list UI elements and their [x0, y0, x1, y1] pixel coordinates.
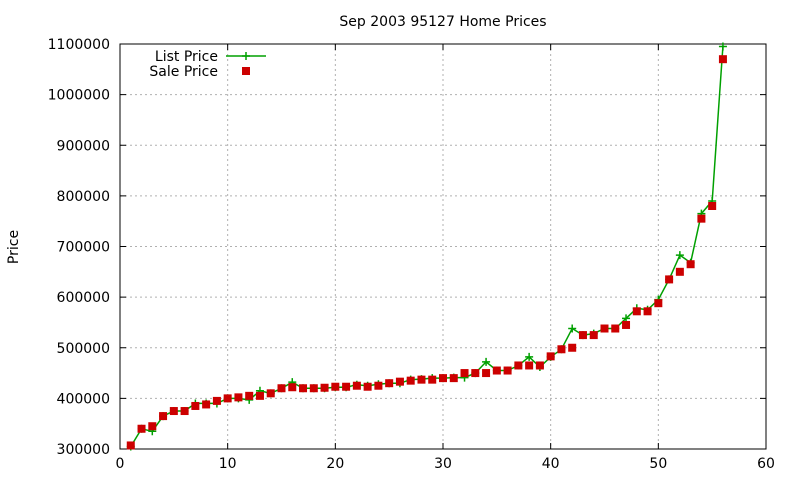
- x-tick-label: 40: [542, 456, 560, 472]
- ticks: 0 10 20 30 40 50 60 300000 400000 500000 600000 700…: [48, 37, 775, 472]
- sale-price-point: [223, 394, 232, 403]
- sale-price-point: [428, 375, 437, 384]
- sale-price-point: [675, 267, 684, 276]
- sale-price-point: [643, 307, 652, 316]
- y-tick-label: 700000: [57, 240, 110, 256]
- sale-price-point: [525, 361, 534, 370]
- y-tick-label: 600000: [57, 290, 110, 306]
- y-tick-label: 900000: [57, 138, 110, 154]
- sale-price-point: [395, 377, 404, 386]
- sale-price-point: [665, 275, 674, 284]
- sale-price-point: [137, 424, 146, 433]
- sale-price-point: [266, 389, 275, 398]
- sale-price-point: [449, 374, 458, 383]
- sale-price-point: [234, 393, 243, 402]
- sale-price-point: [320, 383, 329, 392]
- sale-price-point: [492, 366, 501, 375]
- sale-price-point: [546, 352, 555, 361]
- chart-title: Sep 2003 95127 Home Prices: [339, 14, 546, 30]
- sale-price-point: [352, 381, 361, 390]
- y-tick-label: 400000: [57, 391, 110, 407]
- sale-price-point: [202, 400, 211, 409]
- list-price-point: [675, 251, 684, 260]
- sale-price-point: [309, 384, 318, 393]
- sale-price-point: [331, 382, 340, 391]
- sale-price-point: [169, 407, 178, 416]
- y-tick-label: 300000: [57, 442, 110, 458]
- legend-label-sale-price: Sale Price: [149, 64, 218, 80]
- legend-marker-list-price: [242, 52, 250, 60]
- sale-price-point: [148, 422, 157, 431]
- sale-price-point: [503, 366, 512, 375]
- sale-price-point: [708, 202, 717, 210]
- legend-marker-sale-price: [242, 67, 250, 75]
- sale-price-point: [277, 384, 286, 393]
- sale-price-point: [600, 324, 609, 333]
- sale-price-point: [568, 343, 577, 352]
- sale-price-point: [535, 361, 544, 370]
- sale-price-point: [632, 307, 641, 316]
- list-price-point: [568, 324, 577, 333]
- sale-price-point: [374, 381, 383, 390]
- sale-price-point: [686, 260, 695, 269]
- y-tick-label: 1100000: [48, 37, 110, 53]
- x-tick-label: 0: [116, 456, 125, 472]
- list-price-point: [525, 352, 534, 361]
- y-tick-label: 1000000: [48, 88, 110, 104]
- sale-price-point: [363, 382, 372, 391]
- sale-price-point: [299, 384, 308, 393]
- sale-price-point: [589, 331, 598, 340]
- sale-price-point: [255, 391, 264, 400]
- sale-price-point: [406, 376, 415, 385]
- sale-price-point: [126, 441, 135, 450]
- sale-price-point: [557, 345, 566, 354]
- sale-price-point: [288, 383, 297, 392]
- y-tick-label: 500000: [57, 341, 110, 357]
- sale-price-point: [611, 324, 620, 333]
- sale-price-point: [622, 320, 631, 329]
- sale-price-point: [471, 369, 480, 378]
- sale-price-point: [697, 214, 706, 223]
- sale-price-point: [417, 375, 426, 384]
- list-price-point: [718, 42, 727, 51]
- x-tick-label: 10: [219, 456, 237, 472]
- sale-price-point: [514, 361, 523, 370]
- sale-price-point: [342, 382, 351, 391]
- list-price-point: [482, 357, 491, 366]
- sale-price-point: [439, 374, 447, 383]
- legend: List Price Sale Price: [149, 49, 266, 80]
- sale-price-point: [191, 401, 200, 410]
- sale-price-point: [159, 412, 168, 421]
- sale-price-point: [654, 299, 663, 308]
- grid: [120, 44, 766, 449]
- sale-price-point: [718, 55, 727, 64]
- y-axis-label: Price: [6, 230, 22, 264]
- sale-price-point: [212, 396, 221, 405]
- x-tick-label: 20: [326, 456, 344, 472]
- sale-price-point: [180, 407, 189, 416]
- y-tick-label: 800000: [57, 189, 110, 205]
- x-tick-label: 30: [434, 456, 452, 472]
- series-layer: [126, 42, 727, 451]
- sale-price-point: [385, 379, 394, 388]
- sale-price-point: [245, 391, 254, 400]
- legend-label-list-price: List Price: [155, 49, 218, 65]
- x-tick-label: 50: [649, 456, 667, 472]
- x-tick-label: 60: [757, 456, 775, 472]
- sale-price-point: [482, 369, 491, 378]
- sale-price-point: [460, 369, 469, 378]
- sale-price-point: [578, 331, 587, 340]
